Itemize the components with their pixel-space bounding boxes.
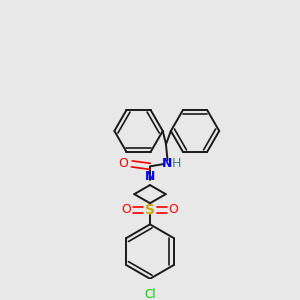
Text: N: N bbox=[162, 158, 173, 170]
Text: O: O bbox=[169, 203, 178, 216]
Text: H: H bbox=[172, 158, 181, 170]
Text: O: O bbox=[122, 203, 131, 216]
Text: O: O bbox=[118, 158, 128, 170]
Text: N: N bbox=[145, 170, 155, 183]
Text: Cl: Cl bbox=[144, 288, 156, 300]
Text: S: S bbox=[145, 203, 155, 217]
